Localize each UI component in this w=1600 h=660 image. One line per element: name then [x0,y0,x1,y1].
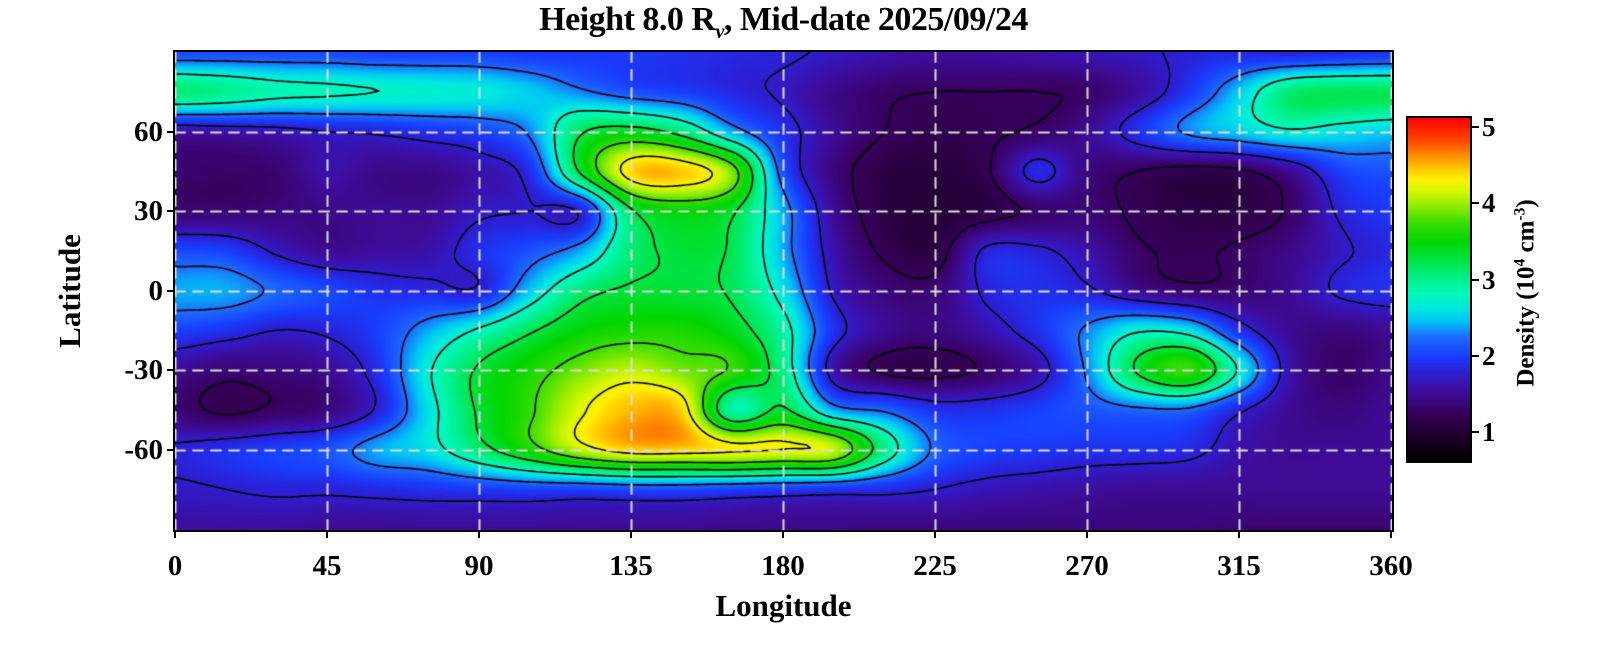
x-tick-label-270: 270 [1065,550,1109,582]
colorbar-tick-label-1: 1 [1482,417,1496,448]
colorbar-label-suffix: ) [1512,199,1540,208]
y-tick-mark [167,369,173,371]
x-tick-mark [782,532,784,538]
x-tick-mark [630,532,632,538]
x-tick-label-0: 0 [167,550,183,582]
colorbar-label-exponent: 4 [1511,258,1529,267]
y-tick-label-60: 60 [134,115,163,148]
y-tick-mark [167,289,173,292]
y-tick-mark [167,130,173,133]
colorbar-tick-label-2: 2 [1482,340,1496,371]
colorbar [1406,116,1472,463]
y-tick-label-0: 0 [148,274,164,307]
x-tick-mark [1238,532,1240,538]
y-tick-label-30: 30 [134,195,163,227]
y-tick-mark [167,210,173,212]
colorbar-tick-label-5: 5 [1482,112,1496,143]
heatmap-plot-area [173,50,1394,532]
x-axis-label: Longitude [715,588,852,623]
x-tick-mark [478,532,480,538]
y-tick-label--30: -30 [124,354,163,386]
colorbar-tick-mark [1472,202,1479,205]
x-tick-label-180: 180 [761,550,805,582]
colorbar-tick-mark [1472,278,1479,281]
colorbar-label-prefix: Density (10 [1512,266,1540,387]
colorbar-tick-mark [1472,431,1479,434]
colorbar-label: Density (104 cm-3) [1511,199,1540,386]
colorbar-tick-label-3: 3 [1482,264,1496,295]
colorbar-tick-mark [1472,354,1479,357]
colorbar-label-mid: cm [1512,220,1540,259]
colorbar-label-exponent2: -3 [1511,207,1529,221]
x-tick-mark [326,532,328,538]
density-heatmap-canvas [173,50,1394,532]
x-tick-mark [1086,532,1088,538]
plot-title: Height 8.0 Rv, Mid-date 2025/09/24 [175,1,1392,44]
x-tick-label-360: 360 [1369,550,1413,582]
title-subscript: v [715,20,724,43]
x-tick-label-45: 45 [312,550,342,582]
y-tick-mark [167,448,173,451]
x-tick-label-315: 315 [1217,550,1261,582]
title-text-suffix: , Mid-date 2025/09/24 [723,1,1028,38]
colorbar-tick-mark [1472,126,1479,129]
x-tick-mark [1390,532,1392,538]
x-tick-mark [174,532,176,538]
y-tick-label--60: -60 [124,433,163,466]
colorbar-gradient-canvas [1406,116,1472,463]
x-tick-mark [934,532,936,538]
colorbar-tick-label-4: 4 [1482,188,1496,219]
x-tick-label-90: 90 [464,550,494,582]
x-tick-label-225: 225 [913,550,957,582]
title-text-prefix: Height 8.0 R [539,1,716,38]
x-tick-label-135: 135 [609,550,653,582]
